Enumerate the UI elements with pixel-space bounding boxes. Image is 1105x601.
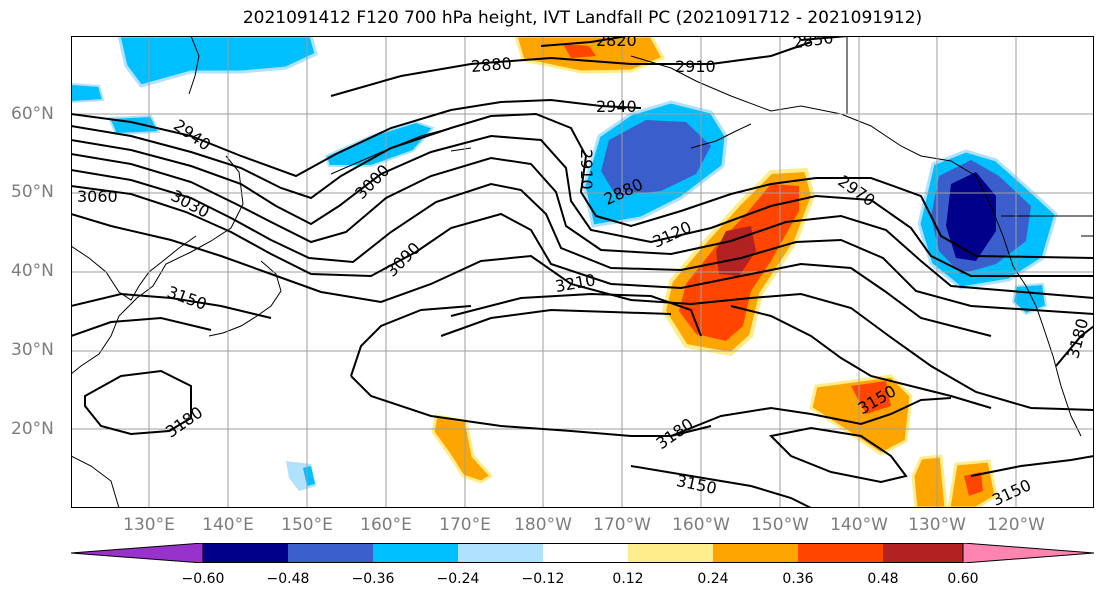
colorbar-extend-high xyxy=(962,543,1095,563)
colorbar-segment xyxy=(713,543,798,563)
map-title: 2021091412 F120 700 hPa height, IVT Land… xyxy=(242,8,923,28)
colorbar xyxy=(71,543,1095,563)
map-border xyxy=(71,36,1094,508)
lon-label-160w: 160°W xyxy=(672,515,730,535)
colorbar-segment xyxy=(288,543,373,563)
colorbar-tick: −0.12 xyxy=(521,571,565,587)
lat-label-20n: 20°N xyxy=(11,419,54,439)
lon-label-150w: 150°W xyxy=(751,515,809,535)
contour-label: 2910 xyxy=(577,149,596,190)
colorbar-tick: 0.12 xyxy=(612,571,644,587)
lon-label-150e: 150°E xyxy=(281,515,333,535)
lon-label-140e: 140°E xyxy=(202,515,254,535)
lon-label-160e: 160°E xyxy=(360,515,412,535)
colorbar-segment xyxy=(203,543,288,563)
contour-label: 3060 xyxy=(77,187,118,206)
colorbar-tick: −0.48 xyxy=(266,571,310,587)
lon-label-120w: 120°W xyxy=(987,515,1045,535)
colorbar-tick: −0.36 xyxy=(351,571,395,587)
height-contours xyxy=(71,36,1094,508)
lat-label-40n: 40°N xyxy=(11,261,54,281)
colorbar-segment xyxy=(798,543,883,563)
lon-label-140w: 140°W xyxy=(830,515,888,535)
contour-label: 2940 xyxy=(596,97,637,116)
contour-label: 2880 xyxy=(470,54,512,76)
colorbar-extend-low xyxy=(71,543,204,563)
lat-label-50n: 50°N xyxy=(11,182,54,202)
colorbar-tick: 0.48 xyxy=(867,571,899,587)
lon-label-180w: 180°W xyxy=(514,515,572,535)
map-panel: 2820 2850 2880 2910 2940 2940 2910 2880 … xyxy=(71,36,1094,508)
colorbar-segment xyxy=(543,543,628,563)
lon-label-170e: 170°E xyxy=(439,515,491,535)
colorbar-segment xyxy=(628,543,713,563)
colorbar-tick: 0.60 xyxy=(947,571,979,587)
colorbar-segment xyxy=(373,543,458,563)
colorbar-segment xyxy=(883,543,968,563)
colorbar-tick: −0.24 xyxy=(436,571,480,587)
lon-label-130e: 130°E xyxy=(123,515,175,535)
lat-label-60n: 60°N xyxy=(11,104,54,124)
colorbar-tick: 0.24 xyxy=(697,571,729,587)
colorbar-segment xyxy=(458,543,543,563)
contour-label: 2820 xyxy=(596,36,637,50)
lon-label-170w: 170°W xyxy=(593,515,651,535)
colorbar-tick: 0.36 xyxy=(782,571,814,587)
contour-label: 2910 xyxy=(675,57,716,76)
lat-label-30n: 30°N xyxy=(11,340,54,360)
lon-label-130w: 130°W xyxy=(908,515,966,535)
colorbar-tick: −0.60 xyxy=(181,571,225,587)
